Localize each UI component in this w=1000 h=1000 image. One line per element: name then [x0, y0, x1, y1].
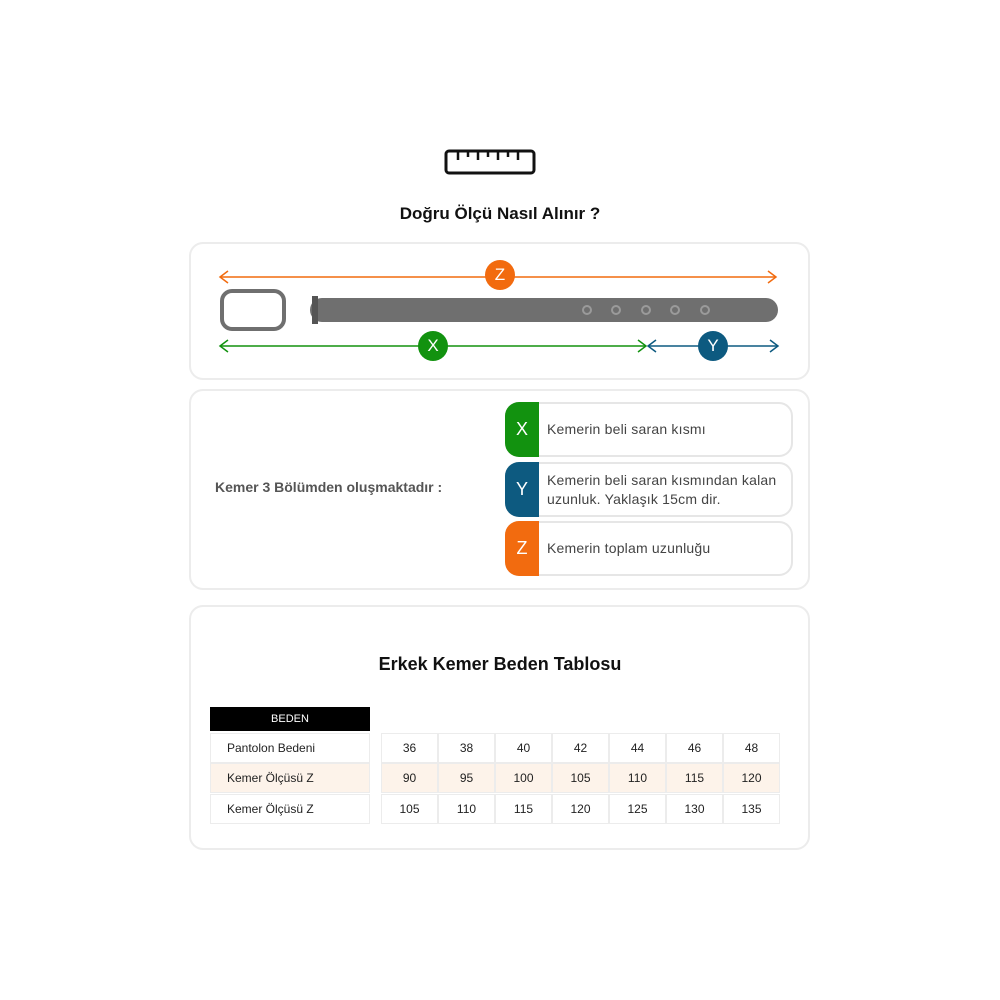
table-cell: 130	[666, 794, 723, 824]
size-table-title: Erkek Kemer Beden Tablosu	[378, 654, 622, 674]
x-badge: X	[418, 331, 448, 361]
table-cell: 135	[723, 794, 780, 824]
row-label: Pantolon Bedeni	[210, 733, 370, 763]
legend-item-x: X Kemerin beli saran kısmı	[505, 402, 793, 457]
x-tab: X	[505, 402, 539, 457]
y-tab: Y	[505, 462, 539, 517]
legend-text: Kemerin beli saran kısmından kalan uzunl…	[547, 471, 777, 507]
table-cell: 115	[495, 794, 552, 824]
table-cell: 95	[438, 763, 495, 793]
page-title: Doğru Ölçü Nasıl Alınır ?	[399, 204, 601, 223]
belt-diagram	[218, 270, 780, 353]
y-badge: Y	[698, 331, 728, 361]
table-cell: 110	[438, 794, 495, 824]
legend-item-y: Y Kemerin beli saran kısmından kalan uzu…	[505, 462, 793, 517]
table-cell: 48	[723, 733, 780, 763]
table-cell: 44	[609, 733, 666, 763]
parts-intro: Kemer 3 Bölümden oluşmaktadır :	[215, 479, 443, 495]
legend-item-z: Z Kemerin toplam uzunluğu	[505, 521, 793, 576]
belt	[220, 289, 778, 331]
table-cell: 105	[552, 763, 609, 793]
table-cell: 40	[495, 733, 552, 763]
table-cell: 46	[666, 733, 723, 763]
ruler-icon	[444, 149, 536, 175]
row-label: Kemer Ölçüsü Z	[210, 763, 370, 793]
row-label: Kemer Ölçüsü Z	[210, 794, 370, 824]
table-cell: 100	[495, 763, 552, 793]
table-cell: 120	[552, 794, 609, 824]
table-cell: 36	[381, 733, 438, 763]
table-cell: 38	[438, 733, 495, 763]
table-cell: 110	[609, 763, 666, 793]
table-cell: 120	[723, 763, 780, 793]
table-header: BEDEN	[210, 707, 370, 731]
table-cell: 105	[381, 794, 438, 824]
legend-text: Kemerin beli saran kısmı	[547, 421, 706, 437]
table-cell: 115	[666, 763, 723, 793]
z-badge: Z	[485, 260, 515, 290]
z-tab: Z	[505, 521, 539, 576]
table-cell: 125	[609, 794, 666, 824]
table-cell: 90	[381, 763, 438, 793]
table-cell: 42	[552, 733, 609, 763]
legend-text: Kemerin toplam uzunluğu	[547, 540, 711, 556]
